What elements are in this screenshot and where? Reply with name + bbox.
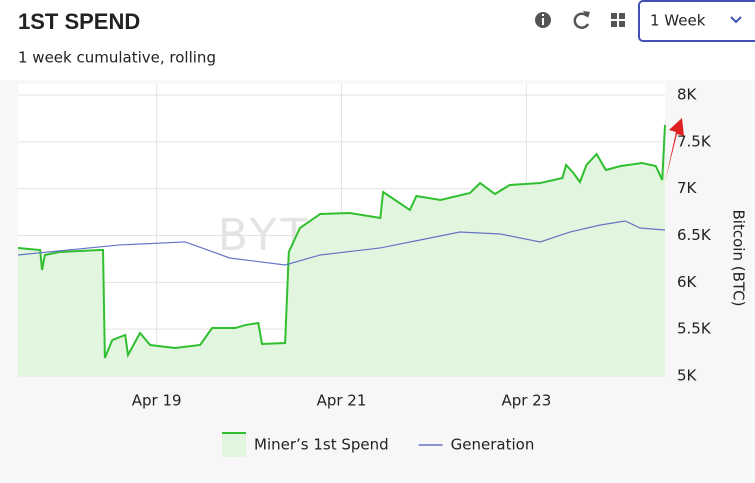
series-line bbox=[17, 124, 666, 359]
x-tick-label: Apr 21 bbox=[317, 392, 367, 410]
x-tick-label: Apr 23 bbox=[501, 392, 551, 410]
series-line bbox=[17, 220, 666, 266]
y-axis-title: Bitcoin (BTC) bbox=[730, 210, 748, 307]
series-area bbox=[18, 124, 665, 377]
layout-icon[interactable] bbox=[611, 13, 625, 27]
y-tick-label: 5K bbox=[677, 367, 698, 385]
y-tick-label: 5.5K bbox=[677, 320, 712, 338]
subtitle: 1 week cumulative, rolling bbox=[18, 49, 216, 67]
info-icon[interactable] bbox=[535, 12, 551, 28]
refresh-icon[interactable] bbox=[573, 11, 590, 29]
x-tick-label: Apr 19 bbox=[132, 392, 182, 410]
y-tick-label: 6K bbox=[677, 273, 698, 291]
widget-title: 1ST SPEND bbox=[18, 9, 140, 34]
annotation-arrow bbox=[665, 118, 684, 182]
y-tick-label: 6.5K bbox=[677, 226, 712, 244]
y-tick-label: 7.5K bbox=[677, 132, 712, 150]
period-label: 1 Week bbox=[650, 12, 706, 30]
legend-swatch bbox=[222, 432, 246, 457]
legend-label: Miner’s 1st Spend bbox=[254, 436, 389, 454]
period-dropdown[interactable]: 1 Week bbox=[638, 0, 755, 42]
legend-label: Generation bbox=[451, 436, 535, 454]
y-tick-label: 7K bbox=[677, 179, 698, 197]
y-tick-label: 8K bbox=[677, 86, 698, 104]
